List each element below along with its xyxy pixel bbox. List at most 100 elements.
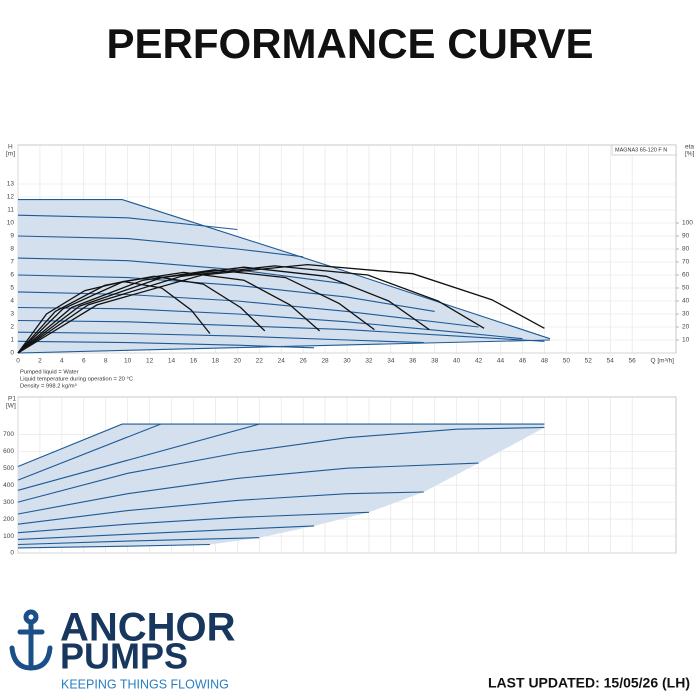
y-tick-label: 600 xyxy=(3,448,14,455)
curve xyxy=(17,525,315,540)
x-tick-label: 18 xyxy=(212,358,220,365)
x-tick-label: 30 xyxy=(343,358,351,365)
y-label: P1 xyxy=(8,396,16,403)
curve xyxy=(17,423,161,481)
y-label: H xyxy=(8,144,13,151)
y2-tick-label: 80 xyxy=(682,246,690,253)
x-tick-label: 10 xyxy=(124,358,132,365)
last-updated: LAST UPDATED: 15/05/26 (LH) xyxy=(488,675,690,691)
curve xyxy=(17,235,304,258)
curve xyxy=(17,291,479,328)
x-tick-label: 4 xyxy=(60,358,64,365)
y-tick-label: 1 xyxy=(10,337,14,344)
efficiency-curve xyxy=(17,269,375,354)
model-box xyxy=(611,144,677,156)
x-tick-label: 6 xyxy=(82,358,86,365)
x-label: Q [m³/h] xyxy=(651,358,675,365)
x-tick-label: 56 xyxy=(629,358,637,365)
y2-tick-label: 30 xyxy=(682,311,690,318)
y-tick-label: 300 xyxy=(3,499,14,506)
efficiency-curve xyxy=(17,263,545,354)
curve xyxy=(17,331,424,344)
x-tick-label: 2 xyxy=(38,358,42,365)
x-tick-label: 52 xyxy=(585,358,593,365)
y-tick-label: 100 xyxy=(3,533,14,540)
y-tick-label: 6 xyxy=(10,272,14,279)
x-tick-label: 38 xyxy=(431,358,439,365)
curve xyxy=(17,491,424,525)
y2-tick-label: 40 xyxy=(682,298,690,305)
annotation: Pumped liquid = Water xyxy=(20,370,79,376)
x-tick-label: 48 xyxy=(541,358,549,365)
x-tick-label: 54 xyxy=(607,358,615,365)
curve xyxy=(17,462,479,515)
efficiency-curve xyxy=(17,271,321,354)
y-tick-label: 500 xyxy=(3,465,14,472)
curve xyxy=(17,319,545,342)
x-tick-label: 0 xyxy=(16,358,20,365)
curve xyxy=(17,511,369,534)
y2-tick-label: 70 xyxy=(682,259,690,266)
y-unit: [m] xyxy=(6,151,15,158)
y-tick-label: 8 xyxy=(10,246,14,253)
y-tick-label: 2 xyxy=(10,324,14,331)
curve xyxy=(17,537,260,546)
annotation: Density = 998.2 kg/m³ xyxy=(20,384,77,390)
efficiency-curve xyxy=(17,265,485,354)
logo-line2: PUMPS xyxy=(60,636,188,677)
logo-line1: ANCHOR xyxy=(60,606,236,650)
y2-tick-label: 100 xyxy=(682,220,693,227)
x-tick-label: 26 xyxy=(300,358,308,365)
x-tick-label: 8 xyxy=(104,358,108,365)
y-tick-label: 200 xyxy=(3,516,14,523)
x-tick-label: 50 xyxy=(563,358,571,365)
curve xyxy=(18,199,551,340)
y-unit: [W] xyxy=(6,403,16,410)
y2-tick-label: 20 xyxy=(682,324,690,331)
curve xyxy=(17,257,348,285)
x-tick-label: 12 xyxy=(146,358,154,365)
logo-icon xyxy=(9,609,53,671)
curve xyxy=(17,274,435,312)
curve xyxy=(17,423,545,468)
x-tick-label: 22 xyxy=(256,358,264,365)
y-tick-label: 4 xyxy=(10,298,14,305)
operating-region xyxy=(18,424,545,548)
x-tick-label: 46 xyxy=(519,358,527,365)
y-tick-label: 12 xyxy=(7,194,15,201)
y-tick-label: 3 xyxy=(10,311,14,318)
x-tick-label: 14 xyxy=(168,358,176,365)
curve xyxy=(17,423,260,491)
y-tick-label: 9 xyxy=(10,233,14,240)
x-tick-label: 24 xyxy=(278,358,286,365)
x-tick-label: 40 xyxy=(453,358,461,365)
x-tick-label: 16 xyxy=(190,358,198,365)
y2-unit: [%] xyxy=(685,151,695,158)
curve xyxy=(17,426,545,503)
model-label: MAGNA3 65-120 F N xyxy=(615,147,667,153)
x-tick-label: 36 xyxy=(409,358,417,365)
y2-tick-label: 90 xyxy=(682,233,690,240)
annotation: Liquid temperature during operation = 20… xyxy=(20,377,133,383)
curve xyxy=(17,214,238,231)
efficiency-curve xyxy=(17,266,430,354)
page-title: PERFORMANCE CURVE xyxy=(107,20,594,67)
y2-label: eta xyxy=(685,144,694,151)
y-tick-label: 11 xyxy=(7,207,14,214)
y-tick-label: 700 xyxy=(3,431,14,438)
curve xyxy=(17,340,315,349)
y-tick-label: 0 xyxy=(10,350,14,357)
x-tick-label: 28 xyxy=(321,358,329,365)
x-tick-label: 44 xyxy=(497,358,505,365)
curve xyxy=(17,306,523,340)
curve xyxy=(17,543,210,549)
y-tick-label: 5 xyxy=(10,285,14,292)
y-tick-label: 13 xyxy=(7,181,15,188)
y2-tick-label: 50 xyxy=(682,285,690,292)
y2-tick-label: 60 xyxy=(682,272,690,279)
y2-tick-label: 10 xyxy=(682,337,690,344)
logo-tagline: KEEPING THINGS FLOWING xyxy=(61,677,229,691)
x-tick-label: 32 xyxy=(365,358,373,365)
